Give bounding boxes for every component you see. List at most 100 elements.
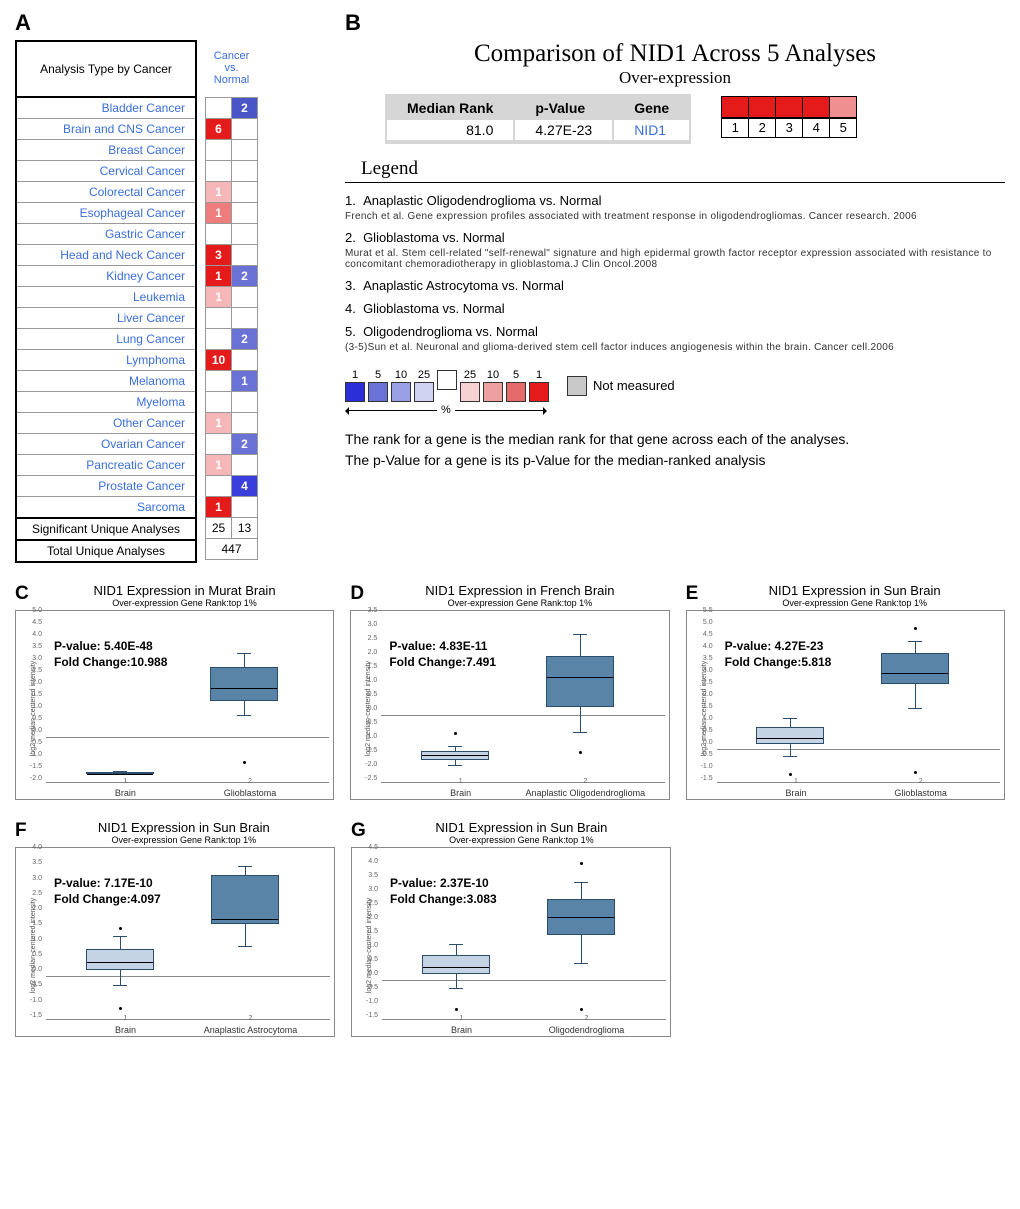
cancer-type[interactable]: Ovarian Cancer — [17, 434, 195, 455]
col-pval: p-Value — [515, 98, 612, 118]
bp-title: NID1 Expression in Murat Brain — [35, 583, 335, 598]
rank-table: Median Rank p-Value Gene 81.0 4.27E-23 N… — [385, 94, 691, 144]
bp-title: NID1 Expression in Sun Brain — [704, 583, 1005, 598]
col-median: Median Rank — [387, 98, 513, 118]
cancer-heat-table: Cancer vs. Normal 26113121210112141 2513… — [205, 40, 258, 560]
tot-analyses-label: Total Unique Analyses — [17, 540, 195, 561]
bp-sub: Over-expression Gene Rank:top 1% — [370, 598, 670, 608]
sig-down: 13 — [232, 517, 258, 538]
scale-box — [483, 382, 503, 402]
rank-num-1: 1 — [721, 118, 749, 138]
cancer-type[interactable]: Myeloma — [17, 392, 195, 413]
heat-up: 1 — [206, 286, 232, 307]
heat-down — [232, 286, 258, 307]
scale-num: 5 — [513, 369, 519, 381]
vs-normal-header: Cancer vs. Normal — [206, 40, 258, 97]
cancer-type[interactable]: Prostate Cancer — [17, 476, 195, 497]
scale-box — [391, 382, 411, 402]
cancer-type[interactable]: Lung Cancer — [17, 329, 195, 350]
bp-sub: Over-expression Gene Rank:top 1% — [372, 835, 671, 845]
heat-up — [206, 223, 232, 244]
scale-box — [460, 382, 480, 402]
heat-up — [206, 475, 232, 496]
scale-box — [437, 370, 457, 390]
heat-down: 2 — [232, 328, 258, 349]
arrow-left — [347, 410, 437, 411]
heat-down — [232, 223, 258, 244]
cancer-type[interactable]: Brain and CNS Cancer — [17, 119, 195, 140]
bp-stats: P-value: 5.40E-48Fold Change:10.988 — [54, 639, 167, 670]
scale-num: 5 — [375, 369, 381, 381]
cancer-type[interactable]: Cervical Cancer — [17, 161, 195, 182]
cancer-type[interactable]: Head and Neck Cancer — [17, 245, 195, 266]
scale-num: 10 — [395, 369, 407, 381]
scale-box — [506, 382, 526, 402]
bp-stats: P-value: 7.17E-10Fold Change:4.097 — [54, 876, 161, 907]
scale-num: 25 — [418, 369, 430, 381]
heat-up — [206, 139, 232, 160]
bp-title: NID1 Expression in Sun Brain — [372, 820, 671, 835]
heat-up: 1 — [206, 454, 232, 475]
xlab2: Glioblastoma — [171, 788, 330, 798]
gene-name[interactable]: NID1 — [614, 120, 689, 140]
rank-note-1: The rank for a gene is the median rank f… — [345, 430, 1005, 449]
cancer-type-table: Analysis Type by Cancer Bladder CancerBr… — [15, 40, 197, 563]
heat-down — [232, 454, 258, 475]
cancer-type[interactable]: Esophageal Cancer — [17, 203, 195, 224]
panel-E-label: E — [686, 583, 699, 606]
sig-analyses-label: Significant Unique Analyses — [17, 518, 195, 540]
sig-up: 25 — [206, 517, 232, 538]
cancer-type[interactable]: Kidney Cancer — [17, 266, 195, 287]
panel-a-label: A — [15, 10, 325, 36]
cancer-type[interactable]: Lymphoma — [17, 350, 195, 371]
cancer-type[interactable]: Breast Cancer — [17, 140, 195, 161]
cancer-type[interactable]: Melanoma — [17, 371, 195, 392]
heat-down — [232, 391, 258, 412]
rank-heat-boxes: 12345 — [721, 96, 856, 138]
rank-num-5: 5 — [829, 118, 857, 138]
heat-up: 10 — [206, 349, 232, 370]
cancer-type[interactable]: Other Cancer — [17, 413, 195, 434]
xlab2: Glioblastoma — [841, 788, 1000, 798]
bp-title: NID1 Expression in Sun Brain — [33, 820, 335, 835]
cancer-type[interactable]: Sarcoma — [17, 497, 195, 519]
heat-up: 1 — [206, 181, 232, 202]
rank-box-1 — [721, 96, 749, 118]
heat-up — [206, 160, 232, 181]
heat-up — [206, 307, 232, 328]
bp-sub: Over-expression Gene Rank:top 1% — [33, 835, 335, 845]
scale-num: 1 — [352, 369, 358, 381]
heat-down — [232, 160, 258, 181]
heat-up: 1 — [206, 265, 232, 286]
legend-ref: Murat et al. Stem cell-related "self-ren… — [345, 248, 1005, 270]
scale-box — [368, 382, 388, 402]
heat-down: 2 — [232, 265, 258, 286]
heat-down — [232, 496, 258, 517]
arrow-right — [455, 410, 545, 411]
rank-note-2: The p-Value for a gene is its p-Value fo… — [345, 451, 1005, 470]
legend-item: 5. Oligodendroglioma vs. Normal — [345, 324, 1005, 339]
pct-label: % — [441, 404, 451, 416]
cancer-type[interactable]: Bladder Cancer — [17, 97, 195, 119]
heat-down: 1 — [232, 370, 258, 391]
heat-down — [232, 412, 258, 433]
cancer-type[interactable]: Gastric Cancer — [17, 224, 195, 245]
panel-G-label: G — [351, 820, 366, 843]
rank-box-4 — [802, 96, 830, 118]
panel-D-label: D — [350, 583, 364, 606]
cancer-type[interactable]: Leukemia — [17, 287, 195, 308]
bp-sub: Over-expression Gene Rank:top 1% — [704, 598, 1005, 608]
cancer-type[interactable]: Colorectal Cancer — [17, 182, 195, 203]
legend-ref: French et al. Gene expression profiles a… — [345, 211, 1005, 222]
cancer-type[interactable]: Pancreatic Cancer — [17, 455, 195, 476]
heat-down — [232, 307, 258, 328]
heat-down — [232, 202, 258, 223]
cancer-type[interactable]: Liver Cancer — [17, 308, 195, 329]
heat-up — [206, 391, 232, 412]
boxplot-G: G NID1 Expression in Sun Brain Over-expr… — [351, 820, 671, 1037]
rank-box-3 — [775, 96, 803, 118]
scale-box — [414, 382, 434, 402]
scale-num: 10 — [487, 369, 499, 381]
heat-down: 2 — [232, 433, 258, 454]
rank-num-3: 3 — [775, 118, 803, 138]
